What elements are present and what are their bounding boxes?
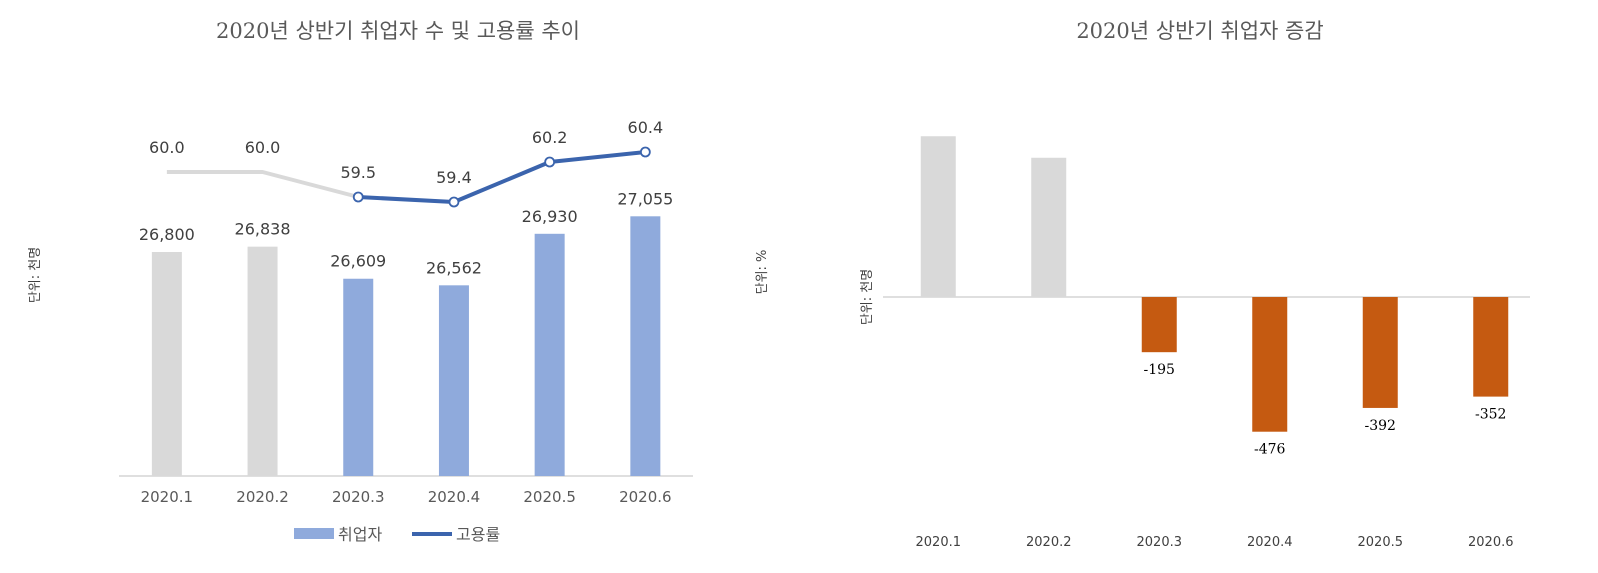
employment-trend-svg: 2020년 상반기 취업자 수 및 고용률 추이 단위: 천명 단위: % 26…: [28, 19, 770, 544]
bar-data-label: 26,609: [330, 252, 386, 271]
bar-employed: [630, 216, 661, 477]
line-data-label: 60.0: [149, 138, 185, 157]
legend: 취업자 고용률: [294, 525, 500, 544]
bar-employed: [534, 233, 565, 476]
bar-change: [1252, 297, 1288, 432]
x-tick-label: 2020.1: [916, 535, 962, 550]
right-chart-title: 2020년 상반기 취업자 증감: [1076, 19, 1323, 43]
bar-employed: [438, 285, 469, 476]
bar-data-label: 27,055: [617, 189, 673, 208]
bar-change: [1473, 297, 1509, 397]
line-marker: [639, 146, 651, 158]
x-tick-label: 2020.5: [523, 488, 576, 506]
bar-change: [1031, 157, 1067, 297]
legend-line-label: 고용률: [456, 525, 500, 544]
bar-change-label: -476: [1254, 442, 1286, 458]
left-unit-label: 단위: 천명: [28, 247, 43, 303]
right-axis-unit-label: 단위: %: [755, 250, 770, 295]
bar-change: [1362, 297, 1398, 408]
bar-change-label: -195: [1144, 362, 1175, 378]
x-tick-label: 2020.3: [1137, 535, 1183, 550]
legend-bar-label: 취업자: [338, 525, 382, 544]
legend-bar-swatch: [294, 528, 334, 539]
line-data-label: 59.4: [436, 168, 472, 187]
line-data-label: 60.4: [628, 118, 664, 137]
left-chart-title: 2020년 상반기 취업자 수 및 고용률 추이: [216, 19, 580, 43]
employment-change-chart: 2020년 상반기 취업자 증감 단위: 천명 2020.1 2020.2 -195…: [780, 0, 1598, 573]
bar-change: [920, 136, 956, 297]
bar-change-label: -352: [1475, 407, 1506, 423]
x-tick-label: 2020.3: [332, 488, 385, 506]
bar-employed: [151, 252, 182, 476]
x-tick-label: 2020.2: [1026, 535, 1072, 550]
bar-change: [1141, 297, 1177, 353]
bar-data-label: 26,562: [426, 258, 482, 277]
line-marker: [544, 156, 556, 168]
x-tick-label: 2020.1: [141, 488, 194, 506]
bar-employed: [343, 278, 374, 476]
x-tick-label: 2020.6: [1468, 535, 1514, 550]
x-tick-label: 2020.6: [619, 488, 672, 506]
bar-data-label: 26,930: [522, 207, 578, 226]
employment-rate-line-past: [166, 170, 359, 199]
x-tick-label: 2020.4: [428, 488, 481, 506]
bar-data-label: 26,800: [139, 225, 195, 244]
bar-change-label: -392: [1365, 418, 1396, 434]
x-tick-label: 2020.2: [236, 488, 289, 506]
x-tick-label: 2020.5: [1358, 535, 1404, 550]
employment-rate-line: [358, 150, 646, 204]
line-data-label: 60.2: [532, 128, 568, 147]
employment-change-svg: 2020년 상반기 취업자 증감 단위: 천명 2020.1 2020.2 -195…: [860, 19, 1530, 550]
bar-employed: [247, 246, 278, 476]
x-tick-label: 2020.4: [1247, 535, 1293, 550]
line-data-label: 60.0: [245, 138, 281, 157]
right-unit-label: 단위: 천명: [860, 269, 875, 325]
line-data-label: 59.5: [340, 163, 376, 182]
employment-trend-chart: 2020년 상반기 취업자 수 및 고용률 추이 단위: 천명 단위: % 26…: [0, 0, 770, 573]
bar-data-label: 26,838: [235, 220, 291, 239]
line-marker: [352, 191, 364, 203]
line-marker: [448, 196, 460, 208]
